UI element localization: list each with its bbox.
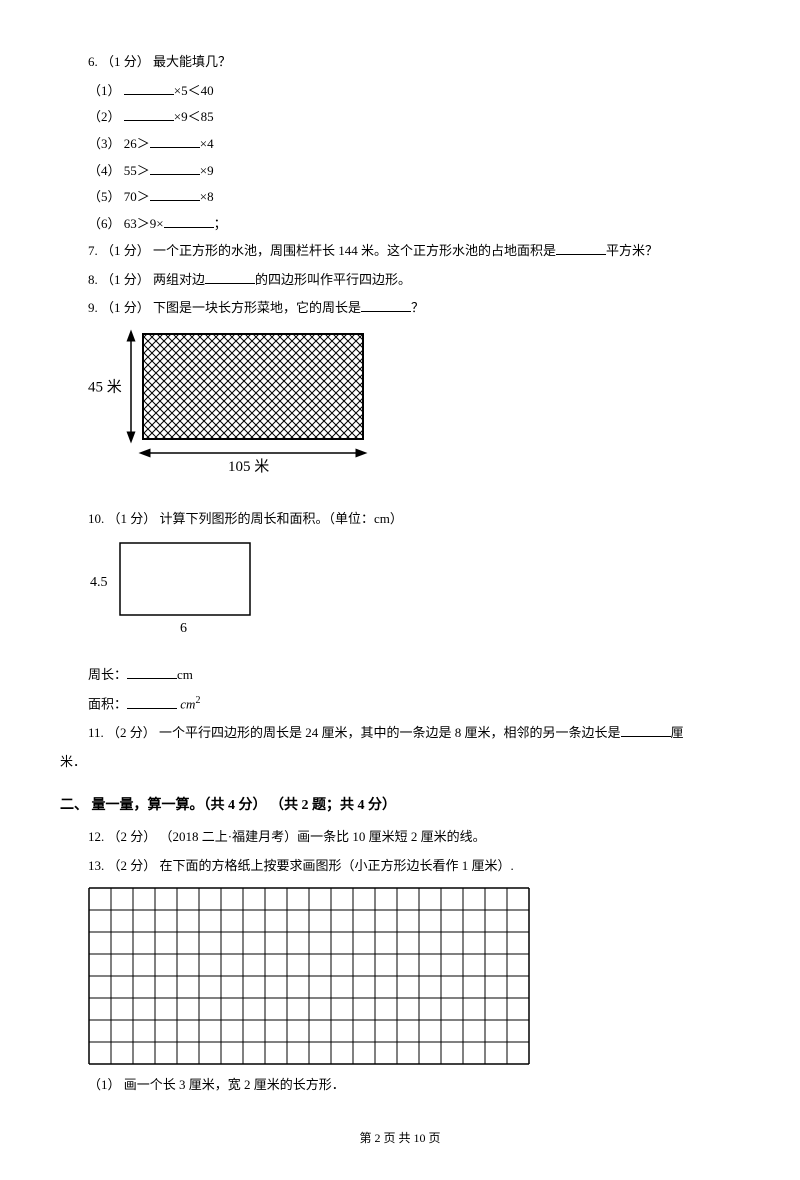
q9-text-b: ？: [411, 300, 424, 315]
svg-text:4.5: 4.5: [90, 575, 108, 590]
q6-item-5: （5） 70＞ ×8: [60, 185, 740, 210]
q6-item-post: ×5＜40: [174, 83, 214, 98]
q6-item-blank[interactable]: [124, 82, 174, 95]
q10-area-exp: 2: [195, 695, 200, 706]
q6-item-label: （6）: [88, 216, 124, 231]
q6-stem: 6. （1 分） 最大能填几？: [60, 50, 740, 75]
q11: 11. （2 分） 一个平行四边形的周长是 24 厘米，其中的一条边是 8 厘米…: [60, 721, 740, 746]
q10-area-blank[interactable]: [127, 696, 177, 709]
q6-item-post: ×9＜85: [174, 109, 214, 124]
svg-text:105 米: 105 米: [228, 458, 269, 475]
section-2-title: 二、 量一量，算一算。（共 4 分） （共 2 题；共 4 分）: [60, 793, 740, 820]
q10-perimeter-label: 周长：: [88, 667, 127, 682]
q6-item-blank[interactable]: [150, 135, 200, 148]
q11-text-a: 11. （2 分） 一个平行四边形的周长是 24 厘米，其中的一条边是 8 厘米…: [88, 725, 621, 740]
svg-text:6: 6: [180, 621, 187, 636]
q8-text-b: 的四边形叫作平行四边形。: [255, 272, 411, 287]
q10-area-label: 面积：: [88, 697, 127, 712]
q7-blank[interactable]: [556, 242, 606, 255]
q6-item-label: （2）: [88, 109, 124, 124]
page-footer: 第 2 页 共 10 页: [60, 1127, 740, 1150]
q10-stem: 10. （1 分） 计算下列图形的周长和面积。（单位：cm）: [60, 507, 740, 532]
q6-item-3: （3） 26＞ ×4: [60, 132, 740, 157]
q6-item-label: （4）: [88, 163, 124, 178]
q9-figure: 45 米 105 米: [88, 329, 740, 499]
q6-item-blank[interactable]: [150, 162, 200, 175]
q8-blank[interactable]: [205, 271, 255, 284]
q10-perimeter-blank[interactable]: [127, 666, 177, 679]
q11-blank[interactable]: [621, 724, 671, 737]
q6-item-pre: 26＞: [124, 136, 150, 151]
q8-text-a: 8. （1 分） 两组对边: [88, 272, 205, 287]
q13-stem: 13. （2 分） 在下面的方格纸上按要求画图形（小正方形边长看作 1 厘米）.: [60, 854, 740, 879]
q10-perimeter-unit: cm: [177, 667, 193, 682]
q6-item-post: ×9: [200, 163, 214, 178]
q6-item-pre: 70＞: [124, 189, 150, 204]
q9-blank[interactable]: [361, 299, 411, 312]
q10-area-unit: cm: [180, 697, 195, 712]
q7-text-a: 7. （1 分） 一个正方形的水池，周围栏杆长 144 米。这个正方形水池的占地…: [88, 243, 556, 258]
q6-item-blank[interactable]: [164, 215, 214, 228]
q6-item-2: （2） ×9＜85: [60, 105, 740, 130]
q6-item-label: （5）: [88, 189, 124, 204]
q11-text-b: 厘: [671, 725, 684, 740]
q6-item-post: ×4: [200, 136, 214, 151]
q10-area: 面积： cm2: [60, 691, 740, 717]
q6-item-post: ×8: [200, 189, 214, 204]
q6-item-pre: 63＞9×: [124, 216, 164, 231]
q10-perimeter: 周长： cm: [60, 663, 740, 688]
q6-item-blank[interactable]: [150, 188, 200, 201]
q6-item-label: （3）: [88, 136, 124, 151]
q10-figure: 4.56: [88, 540, 740, 655]
q12: 12. （2 分） （2018 二上·福建月考）画一条比 10 厘米短 2 厘米…: [60, 825, 740, 850]
q6-item-1: （1） ×5＜40: [60, 79, 740, 104]
q6-item-pre: 55＞: [124, 163, 150, 178]
q6-item-6: （6） 63＞9× ；: [60, 212, 740, 237]
q9: 9. （1 分） 下图是一块长方形菜地，它的周长是 ？: [60, 296, 740, 321]
q6-item-label: （1）: [88, 83, 124, 98]
q6-item-4: （4） 55＞ ×9: [60, 159, 740, 184]
q9-text-a: 9. （1 分） 下图是一块长方形菜地，它的周长是: [88, 300, 361, 315]
q7-text-b: 平方米？: [606, 243, 658, 258]
q13-grid[interactable]: [88, 887, 740, 1065]
q11-cont: 米．: [60, 750, 740, 775]
svg-text:45 米: 45 米: [88, 378, 122, 395]
q8: 8. （1 分） 两组对边 的四边形叫作平行四边形。: [60, 268, 740, 293]
q6-item-blank[interactable]: [124, 108, 174, 121]
q7: 7. （1 分） 一个正方形的水池，周围栏杆长 144 米。这个正方形水池的占地…: [60, 239, 740, 264]
q6-item-post: ；: [214, 216, 227, 231]
q13-sub1: （1） 画一个长 3 厘米，宽 2 厘米的长方形．: [60, 1073, 740, 1098]
